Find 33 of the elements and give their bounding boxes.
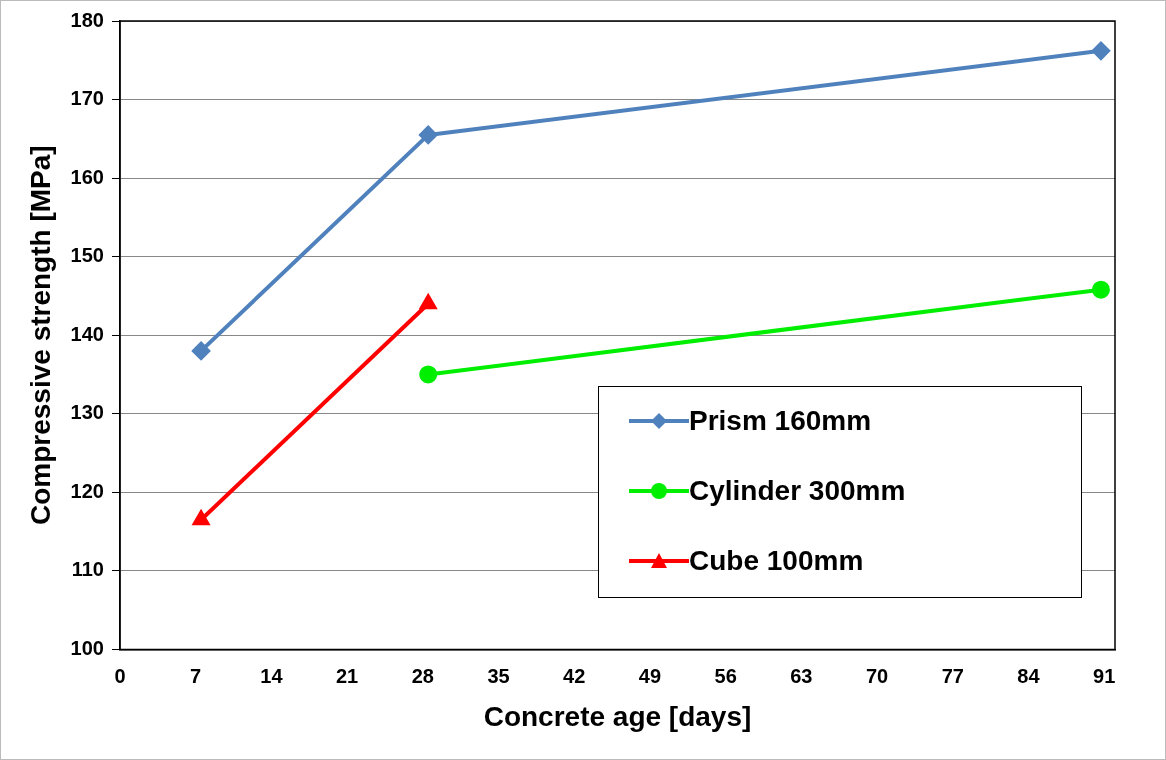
x-tick-label: 28 [411,664,434,687]
y-tick-label: 170 [70,87,104,110]
x-tick-label: 0 [114,664,126,687]
x-tick-label: 91 [1093,664,1116,687]
x-tick-label: 7 [190,664,202,687]
y-tick-label: 150 [70,244,104,267]
x-tick-label: 63 [790,664,813,687]
x-tick-label: 77 [941,664,964,687]
x-tick-label: 35 [487,664,510,687]
y-tick-label: 110 [71,558,104,581]
y-tick-label: 160 [70,165,104,188]
point [192,341,211,360]
point [419,365,438,384]
x-tick-label: 49 [638,664,662,687]
y-tick-label: 140 [70,322,104,345]
x-tick-label: 21 [335,664,359,687]
y-tick-label: 100 [70,636,104,659]
legend-label: Cylinder 300mm [689,475,906,506]
y-tick-label: 180 [70,8,104,31]
x-axis-title: Concrete age [days] [483,700,752,732]
point [1091,280,1110,299]
x-tick-label: 84 [1017,664,1041,687]
x-tick-label: 70 [865,664,889,687]
x-tick-label: 56 [714,664,737,687]
point [419,125,438,144]
x-tick-label: 42 [563,664,586,687]
x-tick-label: 14 [260,664,284,687]
y-tick-label: 120 [70,479,104,502]
point [1091,41,1110,60]
legend-label: Cube 100mm [689,545,864,576]
legend-label: Prism 160mm [689,405,872,436]
y-axis-title: Compressive strength [MPa] [24,145,56,526]
y-tick-label: 130 [70,401,104,424]
